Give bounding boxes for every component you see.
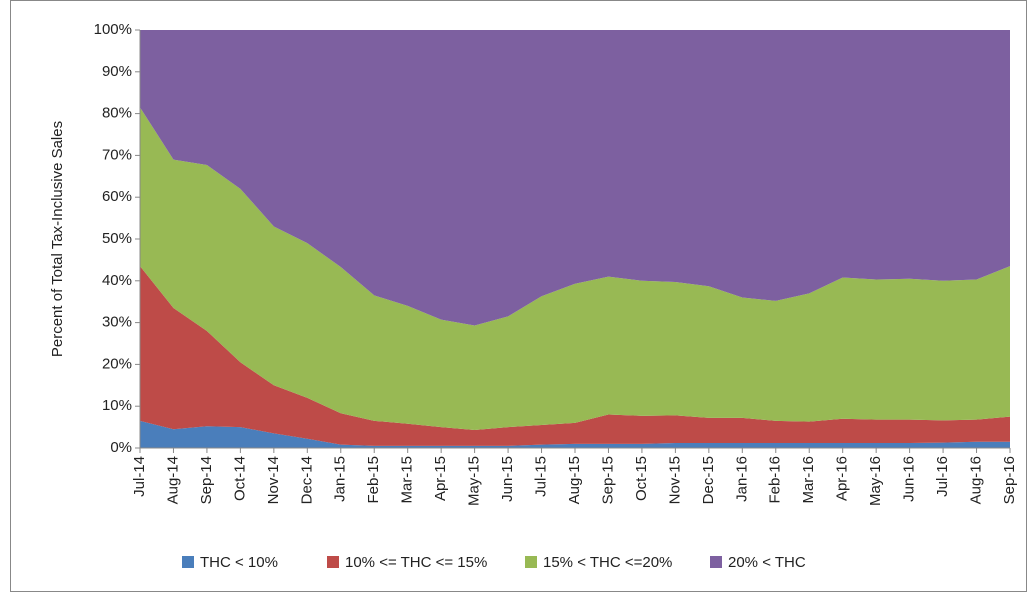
x-tick-label: Feb-15 xyxy=(365,456,382,504)
x-tick-label: Oct-15 xyxy=(633,456,650,501)
legend-swatch xyxy=(710,556,722,568)
y-tick-label: 60% xyxy=(102,188,132,205)
legend-label: THC < 10% xyxy=(200,554,278,571)
legend-swatch xyxy=(182,556,194,568)
area xyxy=(140,266,1010,446)
legend-label: 20% < THC xyxy=(728,554,806,571)
x-tick-label: Sep-15 xyxy=(599,456,616,504)
y-axis-label: Percent of Total Tax-Inclusive Sales xyxy=(49,121,66,357)
legend-label: 10% <= THC <= 15% xyxy=(345,554,487,571)
x-tick-label: Feb-16 xyxy=(767,456,784,504)
legend-swatch xyxy=(525,556,537,568)
x-tick-label: Jul-16 xyxy=(934,456,951,497)
x-tick-label: Aug-14 xyxy=(164,456,181,504)
x-tick-label: Jul-15 xyxy=(533,456,550,497)
x-tick-label: Dec-15 xyxy=(700,456,717,504)
x-tick-label: Jul-14 xyxy=(131,456,148,497)
x-tick-label: Oct-14 xyxy=(231,456,248,501)
x-tick-label: Mar-16 xyxy=(800,456,817,504)
y-tick-label: 30% xyxy=(102,314,132,331)
x-tick-label: Mar-15 xyxy=(399,456,416,504)
x-tick-label: Sep-16 xyxy=(1001,456,1018,504)
y-tick-label: 50% xyxy=(102,230,132,247)
y-tick-label: 100% xyxy=(94,21,132,38)
x-tick-label: Jun-16 xyxy=(901,456,918,502)
y-tick-label: 10% xyxy=(102,397,132,414)
x-tick-label: Apr-16 xyxy=(834,456,851,501)
x-tick-label: Sep-14 xyxy=(198,456,215,504)
y-tick-label: 40% xyxy=(102,272,132,289)
area xyxy=(140,30,1010,326)
x-tick-label: Nov-15 xyxy=(666,456,683,504)
y-tick-label: 20% xyxy=(102,355,132,372)
area xyxy=(140,420,1010,448)
y-tick-label: 80% xyxy=(102,105,132,122)
y-tick-label: 70% xyxy=(102,146,132,163)
x-tick-label: Dec-14 xyxy=(298,456,315,504)
x-tick-label: Jan-15 xyxy=(332,456,349,502)
area xyxy=(140,107,1010,431)
x-tick-label: May-15 xyxy=(466,456,483,506)
x-tick-label: Apr-15 xyxy=(432,456,449,501)
x-tick-label: Aug-15 xyxy=(566,456,583,504)
x-tick-label: Nov-14 xyxy=(265,456,282,504)
x-tick-label: Aug-16 xyxy=(968,456,985,504)
legend-swatch xyxy=(327,556,339,568)
x-tick-label: Jan-16 xyxy=(733,456,750,502)
y-tick-label: 0% xyxy=(110,439,132,456)
legend-label: 15% < THC <=20% xyxy=(543,554,672,571)
x-tick-label: May-16 xyxy=(867,456,884,506)
y-tick-label: 90% xyxy=(102,63,132,80)
x-tick-label: Jun-15 xyxy=(499,456,516,502)
